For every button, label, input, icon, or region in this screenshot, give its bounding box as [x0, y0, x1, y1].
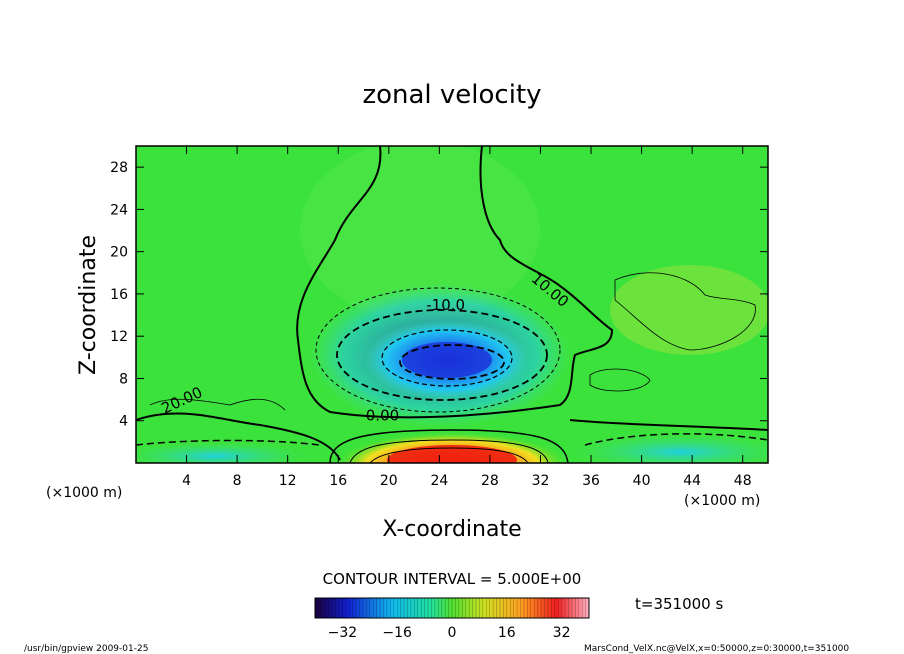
- zero-contour-right-line: [569, 419, 768, 431]
- y-tick-label: 20: [110, 245, 128, 261]
- contour-label: -10.0: [426, 296, 465, 314]
- colorbar-tick-label: 32: [553, 625, 571, 641]
- y-tick-label: 4: [119, 414, 128, 430]
- y-axis-label: Z-coordinate: [76, 235, 101, 375]
- contour-interval-text: CONTOUR INTERVAL = 5.000E+00: [323, 570, 582, 588]
- plot-frame: [135, 145, 769, 464]
- footer-right: MarsCond_VelX.nc@VelX,x=0:50000,z=0:3000…: [584, 644, 849, 654]
- contour-label: 0.00: [366, 407, 399, 425]
- positive-jet-contour-inner: [369, 447, 529, 463]
- x-tick-label: 12: [279, 473, 297, 489]
- x-tick-label: 16: [329, 473, 347, 489]
- minus-twenty-contour: [399, 344, 505, 380]
- x-unit-label: (×1000 m): [684, 493, 760, 509]
- colorbar-stripes: [314, 598, 590, 618]
- positive-jet-contour-outer: [329, 429, 569, 463]
- colorbar-tick-label: −32: [328, 625, 358, 641]
- right-positive-contour: [614, 272, 756, 351]
- right-small-contour: [589, 368, 651, 392]
- y-tick-label: 16: [110, 287, 128, 303]
- left-surface-negative: [136, 442, 310, 463]
- upper-green-band: [300, 146, 540, 320]
- footer-left: /usr/bin/gpview 2009-01-25: [24, 644, 148, 654]
- zero-contour-lower-line: [136, 412, 341, 461]
- colorbar: −32 −16 0 16 32: [314, 597, 590, 641]
- right-light-region: [610, 265, 768, 355]
- y-unit-label: (×1000 m): [46, 485, 122, 501]
- colorbar-tick-label: −16: [382, 625, 412, 641]
- chart-title: zonal velocity: [362, 80, 541, 110]
- positive-jet-contour-mid: [349, 439, 549, 463]
- positive-jet-core: [387, 445, 517, 463]
- x-axis-label: X-coordinate: [382, 517, 521, 542]
- x-tick-label: 48: [734, 473, 752, 489]
- x-tick-label: 24: [430, 473, 448, 489]
- minus-five-contour: [315, 287, 561, 413]
- colorbar-ticks: −32 −16 0 16 32: [328, 625, 571, 641]
- y-tick-label: 28: [110, 160, 128, 176]
- x-tick-label: 8: [233, 473, 242, 489]
- plot-area: [136, 146, 768, 463]
- right-surface-dashed-contour: [584, 433, 768, 446]
- colorbar-tick-label: 16: [498, 625, 516, 641]
- y-tick-label: 12: [110, 329, 128, 345]
- minus-fifteen-contour: [381, 329, 513, 387]
- x-tick-label: 28: [481, 473, 499, 489]
- y-axis: 4 8 12 16 20 24 28: [110, 160, 768, 430]
- x-tick-label: 20: [380, 473, 398, 489]
- x-tick-label: 40: [633, 473, 651, 489]
- time-label: t=351000 s: [635, 595, 723, 613]
- x-axis: 4 8 12 16 20 24 28 32 36 40 44 48: [182, 146, 752, 489]
- y-tick-label: 24: [110, 202, 128, 218]
- left-surface-dashed-contour: [136, 439, 321, 446]
- colorbar-frame: [314, 597, 590, 619]
- minus-ten-contour: [336, 309, 548, 401]
- y-tick-label: 8: [119, 371, 128, 387]
- left-wiggle-contour: [149, 398, 286, 411]
- x-tick-label: 44: [683, 473, 701, 489]
- x-tick-label: 4: [182, 473, 191, 489]
- colorbar-tick-label: 0: [448, 625, 457, 641]
- negative-core-inner: [402, 342, 492, 378]
- zero-contour-line: [296, 146, 614, 419]
- x-tick-label: 36: [582, 473, 600, 489]
- x-tick-label: 32: [532, 473, 550, 489]
- right-surface-negative: [570, 434, 768, 463]
